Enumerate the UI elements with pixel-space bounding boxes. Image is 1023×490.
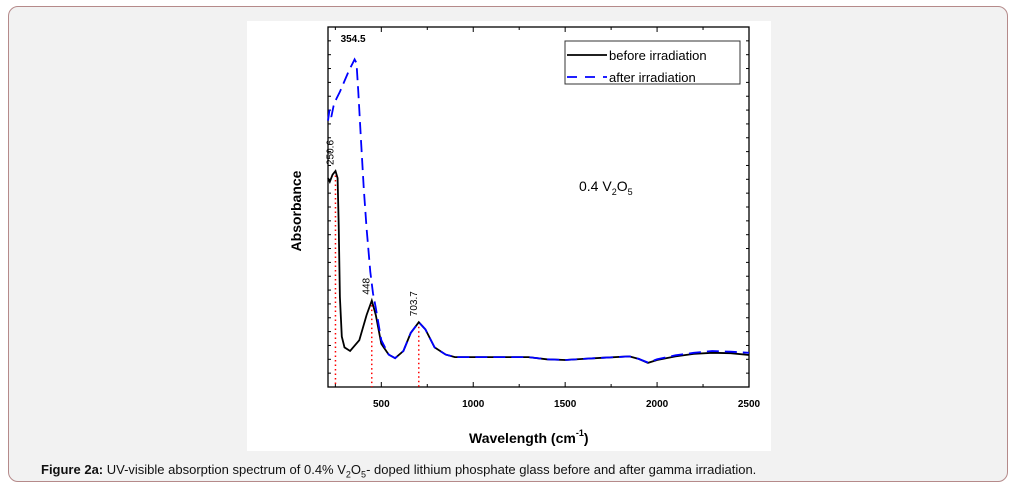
figure-frame: 500 1000 1500 2000 2500 354.5 250.6 448 703.7 bef… bbox=[8, 6, 1008, 482]
x-tick-label: 1500 bbox=[554, 399, 577, 410]
series-line-after bbox=[327, 57, 750, 364]
legend-label-before: before irradiation bbox=[609, 48, 707, 63]
caption-sub: 2 bbox=[345, 469, 351, 480]
sample-label-part: 2 bbox=[612, 187, 617, 197]
sample-label-part: O bbox=[617, 178, 628, 194]
x-tick-label: 500 bbox=[373, 399, 390, 410]
peak-label: 448 bbox=[362, 277, 373, 294]
x-axis-label-part: ) bbox=[584, 430, 589, 446]
figure-caption: Figure 2a: UV-visible absorption spectru… bbox=[41, 462, 756, 480]
caption-text: UV-visible absorption spectrum of 0.4% V bbox=[103, 462, 346, 477]
series-line-before bbox=[327, 169, 750, 364]
caption-text: O bbox=[350, 462, 362, 477]
legend-label-after: after irradiation bbox=[609, 70, 696, 85]
x-axis-label-part: Wavelength (cm bbox=[469, 430, 576, 446]
caption-label: Figure 2a: bbox=[41, 462, 104, 477]
absorption-chart: 500 1000 1500 2000 2500 354.5 250.6 448 703.7 bef… bbox=[288, 26, 761, 446]
x-axis-label: Wavelength (cm-1) bbox=[469, 428, 589, 446]
y-axis-label: Absorbance bbox=[288, 170, 304, 251]
peak-label: 354.5 bbox=[341, 34, 366, 45]
x-tick-label: 2500 bbox=[738, 399, 761, 410]
caption-text: - doped lithium phosphate glass before a… bbox=[366, 462, 757, 477]
peak-label: 250.6 bbox=[325, 140, 336, 165]
x-axis-label-part: -1 bbox=[576, 428, 584, 438]
x-tick-label: 2000 bbox=[646, 399, 669, 410]
x-tick-label: 1000 bbox=[462, 399, 485, 410]
chart-figure: 500 1000 1500 2000 2500 354.5 250.6 448 703.7 bef… bbox=[247, 21, 771, 451]
caption-sub: 5 bbox=[361, 469, 367, 480]
sample-label: 0.4 V2O5 bbox=[579, 178, 633, 197]
sample-label-part: 5 bbox=[628, 187, 633, 197]
sample-label-part: 0.4 V bbox=[579, 178, 612, 194]
peak-label: 703.7 bbox=[409, 291, 420, 316]
